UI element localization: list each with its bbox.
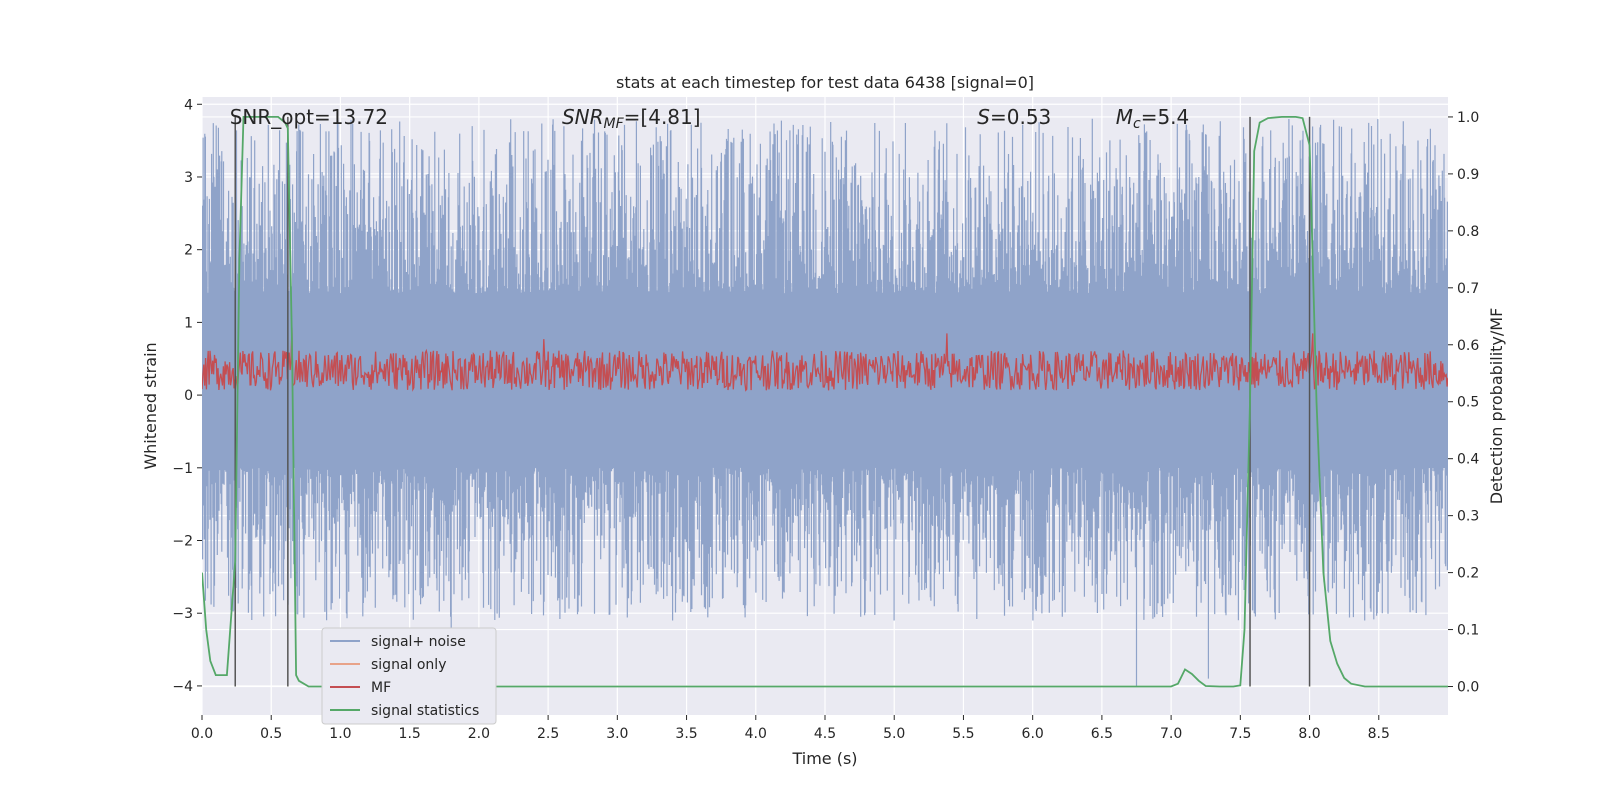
y-tick-label-right: 0.3 [1457,509,1479,525]
annotations: SNR_opt=13.72 SNRMF=[4.81] S=0.53 Mc=5.4 [230,105,1190,132]
y-tick-label: −1 [172,461,193,477]
y-tick-label: −2 [172,534,193,550]
x-tick-label: 8.5 [1368,726,1390,742]
y-tick-label-right: 0.9 [1457,167,1479,183]
y-tick-label-right: 0.5 [1457,395,1479,411]
y-tick-label-right: 0.0 [1457,680,1479,696]
x-tick-label: 2.0 [468,726,490,742]
x-tick-label: 5.5 [952,726,974,742]
x-tick-label: 0.0 [191,726,213,742]
x-tick-label: 4.0 [745,726,767,742]
annotation-s-symbol: S [977,105,990,129]
x-tick-label: 2.5 [537,726,559,742]
x-tick-label: 0.5 [260,726,282,742]
legend-label: signal only [371,657,446,673]
y-tick-label: 1 [184,315,193,331]
y-tick-label-right: 0.1 [1457,623,1479,639]
legend-box [321,627,497,725]
y-axis-label-right: Detection probability/MF [1487,308,1506,505]
legend-label: signal statistics [371,703,479,719]
annotation-s-value: =0.53 [990,105,1051,129]
y-tick-label-right: 0.8 [1457,224,1479,240]
x-tick-label: 3.0 [606,726,628,742]
y-tick-label-right: 1.0 [1457,110,1479,126]
y-tick-label-right: 0.4 [1457,452,1479,468]
y-tick-label: 4 [184,97,193,113]
x-tick-label: 6.5 [1091,726,1113,742]
tick-labels: 0.0 0.5 1.0 1.5 2.0 2.5 3.0 3.5 4.0 4.5 5.0 5.5 6.0 6… [172,97,1479,742]
x-tick-label: 7.5 [1229,726,1251,742]
annotation-s: S=0.53 [977,105,1051,129]
annotation-mc-symbol: M [1116,105,1133,129]
x-tick-label: 8.0 [1298,726,1320,742]
x-tick-label: 6.0 [1022,726,1044,742]
annotation-snr-mf-subscript: MF [604,116,625,132]
y-tick-label: −3 [172,606,193,622]
y-tick-label: 0 [184,388,193,404]
signal-statistics-line [202,116,1448,688]
y-tick-label: 2 [184,243,193,259]
legend-label: MF [371,680,391,696]
legend: signal+ noise signal only MF signal statist… [321,627,497,725]
annotation-snr-mf: SNRMF=[4.81] [562,105,701,132]
x-tick-label: 3.5 [675,726,697,742]
x-tick-label: 5.0 [883,726,905,742]
mf-line [202,327,1448,392]
y-tick-label: 3 [184,170,193,186]
x-tick-label: 1.0 [329,726,351,742]
y-axis-label: Whitened strain [141,342,160,469]
x-tick-label: 1.5 [399,726,421,742]
x-tick-label: 4.5 [814,726,836,742]
y-tick-label-right: 0.2 [1457,566,1479,582]
x-axis-label: Time (s) [791,749,857,768]
annotation-mc: Mc=5.4 [1116,105,1190,132]
y-tick-label-right: 0.6 [1457,338,1479,354]
y-tick-label: −4 [172,679,193,695]
x-tick-label: 7.0 [1160,726,1182,742]
chart-title: stats at each timestep for test data 643… [616,73,1034,92]
annotation-snr-opt: SNR_opt=13.72 [230,105,388,129]
annotation-mc-value: =5.4 [1141,105,1190,129]
annotation-mc-subscript: c [1133,116,1141,132]
annotation-snr-mf-symbol: SNR [562,105,604,129]
annotation-snr-mf-value: =[4.81] [624,105,701,129]
series-layer [202,116,1448,688]
y-tick-label-right: 0.7 [1457,281,1479,297]
legend-label: signal+ noise [371,634,466,650]
